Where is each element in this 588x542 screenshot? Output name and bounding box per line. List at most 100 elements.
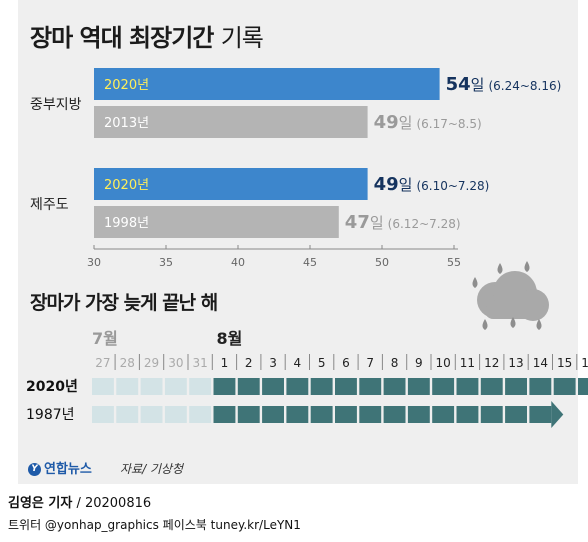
author-credit: 김영은 기자 / 20200816 [8,492,151,511]
x-tick-label: 55 [447,256,461,269]
bar-value-unit: 일 [399,176,413,194]
x-tick-label: 40 [231,256,245,269]
x-tick-label: 30 [87,256,101,269]
timeline-cell [335,378,357,395]
timeline-cell [116,378,139,395]
credit-date: / 20200816 [72,496,152,511]
day-label: 8 [391,356,399,370]
timeline-cell [140,378,163,395]
category-label: 중부지방 [30,97,82,113]
x-tick-label: 45 [303,256,317,269]
day-label: 14 [533,356,548,370]
bar-value-unit: 일 [399,114,413,132]
timeline-cell [262,406,284,423]
day-label: 30 [168,356,183,370]
title-light: 기록 [220,24,264,52]
bar-year-label: 2013년 [104,116,149,131]
bar-value-label: 49일 (6.17~8.5) [374,112,482,133]
day-label: 1 [221,356,229,370]
day-label: 29 [144,356,159,370]
yonhap-logo: Y 연합뉴스 [28,458,92,477]
month-label-july: 7월 [92,329,118,348]
bar-value-label: 47일 (6.12~7.28) [345,212,461,233]
day-label: 13 [508,356,523,370]
x-tick-label: 35 [159,256,173,269]
bar-value-number: 54 [446,74,471,95]
bar-year-label: 2020년 [104,78,149,93]
timeline-cell [456,406,479,423]
bar-period: (6.10~7.28) [416,179,489,193]
timeline-cell [456,378,479,395]
row-year-label: 1987년 [26,407,75,423]
day-label: 9 [415,356,423,370]
rain-cloud-icon [472,261,549,330]
bar-period: (6.12~7.28) [388,217,461,231]
bar-value-label: 54일 (6.24~8.16) [446,74,562,95]
bar-year-label: 1998년 [104,216,149,231]
timeline-chart: 7월8월272829303112345678910111213141516202… [26,329,588,428]
timeline-cell [310,406,333,423]
day-label: 6 [342,356,350,370]
timeline-cell [237,378,260,395]
bar-value-unit: 일 [370,214,384,232]
logo-text: 연합뉴스 [44,462,92,477]
timeline-cell [164,378,187,395]
timeline-cell [189,406,212,423]
title-bold: 장마 역대 최장기간 [30,24,214,52]
timeline-cell [432,406,455,423]
month-label-august: 8월 [217,329,243,348]
day-label: 3 [269,356,277,370]
day-label: 4 [294,356,302,370]
day-label: 5 [318,356,326,370]
source-note: 자료/ 기상청 [120,462,184,476]
bar [94,68,440,100]
timeline-cell [335,406,357,423]
row-year-label: 2020년 [26,379,78,395]
bar [94,106,368,138]
timeline-cell [92,406,114,423]
timeline-cell [92,378,114,395]
timeline-cell [529,378,552,395]
timeline-cell [505,378,527,395]
timeline-cell [383,406,406,423]
social-credit: 트위터 @yonhap_graphics 페이스북 tuney.kr/LeYN1 [8,518,301,532]
bar-period: (6.17~8.5) [416,117,481,131]
bar-value-number: 47 [345,212,370,233]
day-label: 15 [557,356,572,370]
author-name: 김영은 기자 [8,496,73,511]
timeline-cell [286,406,309,423]
bar-year-label: 2020년 [104,178,149,193]
timeline-cell [407,378,430,395]
category-label: 제주도 [30,197,69,213]
day-label: 11 [460,356,475,370]
bar-value-number: 49 [374,112,399,133]
chart-title: 장마 역대 최장기간 기록 [30,18,264,53]
timeline-cell [116,406,139,423]
bar-value-unit: 일 [471,76,485,94]
timeline-cell [578,378,588,395]
day-label: 12 [484,356,499,370]
bar [94,206,339,238]
timeline-cell [359,378,382,395]
timeline-cell [140,406,163,423]
timeline-cell [237,406,260,423]
day-label: 2 [245,356,253,370]
timeline-cell [432,378,455,395]
timeline-cell [505,406,527,423]
timeline-cell [553,378,576,395]
bar-period: (6.24~8.16) [488,79,561,93]
day-label: 28 [120,356,135,370]
day-label: 31 [193,356,208,370]
timeline-cell [407,406,430,423]
logo-mark-icon: Y [28,463,41,476]
timeline-cell [213,406,236,423]
timeline-cell [359,406,382,423]
timeline-cell [310,378,333,395]
day-label: 27 [95,356,110,370]
timeline-cell [189,378,212,395]
bar-value-label: 49일 (6.10~7.28) [374,174,490,195]
timeline-title: 장마가 가장 늦게 끝난 해 [30,292,218,314]
x-tick-label: 50 [375,256,389,269]
day-label: 7 [366,356,374,370]
